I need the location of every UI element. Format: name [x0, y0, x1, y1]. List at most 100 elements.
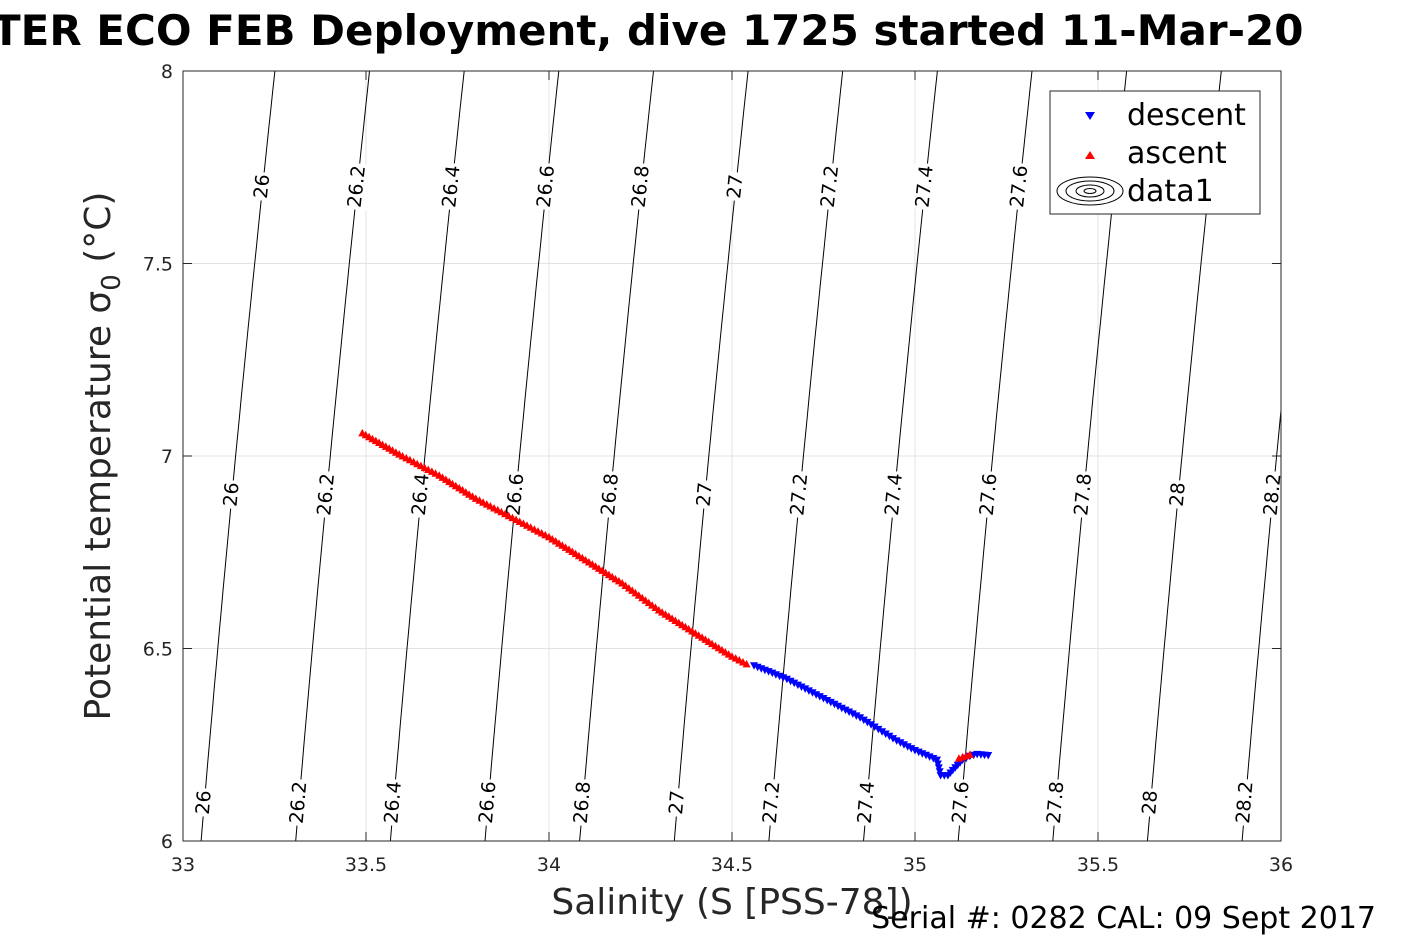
data-point-descent: [804, 687, 813, 695]
contour-label-background: [626, 162, 656, 211]
contour-label-background: [691, 479, 718, 510]
data-point-descent: [786, 677, 795, 686]
data-point-descent: [867, 721, 876, 729]
data-point-descent: [896, 739, 905, 747]
data-point-descent: [907, 745, 916, 753]
contour-label: 27.6: [1006, 164, 1032, 208]
y-axis-label: Potential temperature σ0 (°C): [78, 192, 127, 721]
contour-label: 27.4: [854, 780, 880, 824]
contour-label: 26: [192, 789, 216, 815]
contour-label: 28.2: [1232, 780, 1258, 824]
y-axis-label-subscript: 0: [97, 274, 127, 291]
y-tick-label: 6: [161, 831, 173, 853]
data-point-descent: [859, 716, 868, 725]
data-point-descent: [889, 735, 897, 743]
data-point-descent: [841, 706, 850, 715]
data-point-descent: [815, 693, 824, 701]
data-point-descent: [793, 681, 802, 690]
contour-label: 27: [723, 173, 747, 199]
data-point-descent: [934, 764, 943, 772]
chart-title: TER ECO FEB Deployment, dive 1725 starte…: [0, 6, 1303, 55]
contour-label: 26.4: [380, 780, 406, 824]
legend-marker-descent: [1085, 112, 1095, 120]
data-point-descent: [900, 741, 908, 749]
data-point-descent: [790, 679, 799, 688]
data-point-descent: [830, 700, 839, 709]
data-point-descent: [801, 685, 810, 693]
y-axis-ticks: 6 6.5 7 7.5 8: [143, 61, 1281, 853]
contour-label-background: [284, 778, 313, 827]
x-tick-label: 35.5: [1077, 854, 1119, 876]
contour-label-background: [1069, 470, 1098, 519]
data-series: [358, 428, 993, 780]
y-tick-label: 8: [161, 61, 173, 83]
y-tick-label: 6.5: [143, 639, 173, 661]
contour-label-background: [910, 162, 939, 211]
y-axis-label-main: Potential temperature: [78, 314, 119, 721]
data-point-descent: [812, 691, 821, 699]
contour-label-background: [595, 470, 625, 519]
data-point-descent: [874, 725, 883, 734]
contour-label-background: [379, 778, 408, 827]
contour-label-background: [1004, 162, 1034, 211]
data-point-descent: [892, 737, 901, 745]
y-axis-label-symbol: σ: [78, 291, 119, 314]
y-tick-label: 7: [161, 446, 173, 468]
contour-label: 26.8: [597, 472, 623, 516]
contour-label: 27.2: [817, 164, 843, 208]
contour-label-background: [342, 162, 372, 211]
contour-label: 26.2: [313, 472, 339, 516]
contour-label-background: [815, 162, 845, 211]
contour-label: 26.6: [533, 164, 559, 208]
x-axis-label: Salinity (S [PSS-78]): [551, 882, 912, 923]
data-point-descent: [819, 695, 828, 703]
contour-label-background: [879, 470, 909, 519]
contour-label: 27: [693, 481, 717, 507]
data-point-ascent: [742, 659, 751, 668]
x-axis-ticks: 33 33.5 34 34.5 35 35.5 36: [171, 71, 1293, 876]
data-point-descent: [870, 723, 879, 731]
contour-label: 28: [1138, 789, 1162, 815]
contour-label: 27.4: [881, 472, 907, 516]
y-axis-label-unit: (°C): [78, 192, 119, 275]
contour-label-background: [568, 778, 597, 827]
data-point-descent: [933, 756, 941, 765]
contour-label-background: [757, 778, 786, 827]
contour-label: 26.6: [475, 780, 501, 824]
contour-label-background: [190, 787, 217, 818]
contour-label: 26: [219, 481, 243, 507]
contour-label-background: [785, 470, 814, 519]
y-tick-label: 7.5: [143, 254, 173, 276]
data-point-ascent: [965, 750, 974, 758]
contour-label-background: [663, 787, 691, 818]
contour-label: 26.4: [408, 472, 434, 516]
data-point-descent: [863, 718, 872, 727]
data-point-descent: [878, 728, 887, 736]
contour-label: 28.2: [1260, 472, 1286, 516]
contour-label: 26.8: [570, 780, 596, 824]
legend-box: [1049, 90, 1261, 215]
contour-label-background: [1258, 470, 1287, 519]
contour-label: 26.2: [286, 780, 312, 824]
x-tick-label: 34: [537, 854, 561, 876]
data-point-descent: [826, 698, 835, 707]
x-tick-label: 33.5: [345, 854, 387, 876]
data-point-descent: [834, 702, 843, 711]
contour-label: 26.2: [344, 164, 370, 208]
legend-marker-data1: [1056, 176, 1124, 206]
data-point-descent: [848, 710, 857, 718]
contour-label-background: [531, 162, 561, 211]
data-point-descent: [823, 697, 832, 705]
data-point-descent: [903, 743, 912, 751]
contour-label: 27.2: [786, 472, 812, 516]
contour-label-background: [721, 171, 749, 202]
contour-label-background: [248, 171, 276, 202]
data-point-descent: [837, 704, 846, 713]
data-point-descent: [782, 675, 791, 684]
contour-label: 28: [1166, 481, 1190, 507]
contour-label: 26: [250, 173, 274, 199]
data-point-descent: [984, 752, 993, 760]
data-point-descent: [845, 708, 854, 716]
contour-label: 27.8: [1070, 472, 1096, 516]
